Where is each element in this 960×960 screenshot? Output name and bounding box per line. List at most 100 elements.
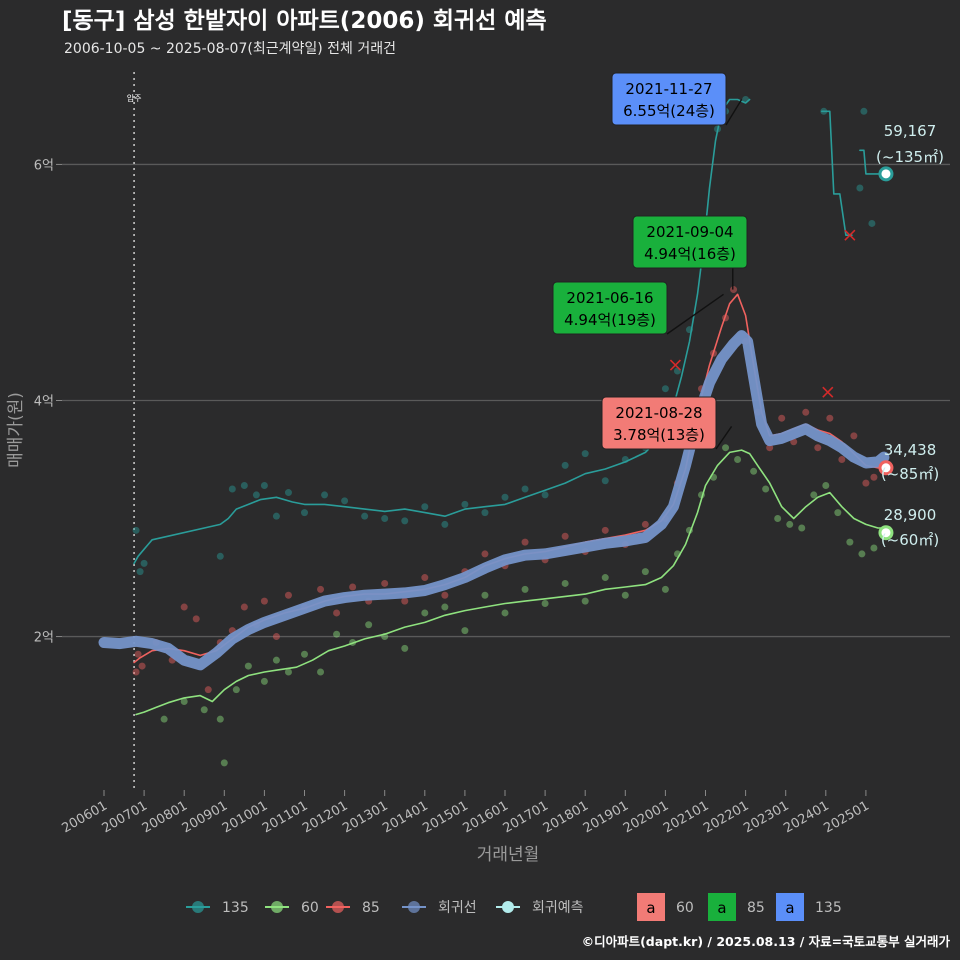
annotation-price: 4.94억(16층): [644, 245, 736, 263]
scatter-point-85: [521, 538, 529, 546]
scatter-point-135: [421, 503, 429, 511]
legend: 135 60 85 회귀선 회귀예측 a 60 a 85 a 135: [186, 893, 842, 921]
scatter-point-135: [541, 491, 549, 499]
annotation-connector: [725, 99, 743, 126]
scatter-point-60: [365, 621, 373, 629]
scatter-point-135: [601, 477, 609, 485]
scatter-point-135: [132, 526, 140, 534]
scatter-point-135: [284, 489, 292, 497]
scatter-point-85: [481, 550, 489, 558]
annotation-date: 2021-09-04: [646, 223, 733, 241]
end-value-label: 34,438: [884, 441, 937, 459]
scatter-point-135: [401, 517, 409, 525]
scatter-point-135: [301, 509, 309, 517]
scatter-point-135: [252, 491, 260, 499]
scatter-point-60: [501, 609, 509, 617]
scatter-point-60: [621, 591, 629, 599]
scatter-point-85: [421, 574, 429, 582]
scatter-point-60: [581, 597, 589, 605]
x-tick-label: 201501: [420, 798, 470, 836]
scatter-point-85: [826, 414, 834, 422]
y-tick-label: 4억: [34, 394, 54, 409]
scatter-point-135: [868, 219, 876, 227]
scatter-point-60: [160, 715, 168, 723]
scatter-point-85: [641, 520, 649, 528]
x-tick-label: 201001: [220, 798, 270, 836]
scatter-point-60: [200, 706, 208, 714]
x-tick-label: 202001: [621, 798, 671, 836]
scatter-point-60: [541, 600, 549, 608]
annotation-connector: [666, 293, 724, 335]
x-tick-label: 200601: [60, 798, 110, 836]
scatter-point-85: [870, 473, 878, 481]
scatter-point-85: [204, 686, 212, 694]
scatter-point-85: [260, 597, 268, 605]
legend-dot-swatch: [332, 901, 344, 913]
x-tick-label: 201801: [541, 798, 591, 836]
end-value-label: 28,900: [884, 506, 937, 524]
scatter-point-85: [778, 414, 786, 422]
scatter-point-60: [641, 568, 649, 576]
scatter-point-135: [136, 568, 144, 576]
series-line-60: [135, 449, 885, 716]
annotation-box: [611, 72, 727, 126]
scatter-point-60: [180, 697, 188, 705]
legend-fill-glyph: a: [646, 899, 655, 917]
x-axis-title: 거래년월: [477, 845, 540, 865]
scatter-point-135: [581, 450, 589, 458]
legend-label: 60: [301, 900, 319, 916]
scatter-point-60: [734, 456, 742, 464]
scatter-point-85: [132, 668, 140, 676]
y-axis-title: 매매가(원): [6, 392, 26, 468]
legend-fill-label: 60: [676, 900, 694, 916]
scatter-point-135: [321, 491, 329, 499]
x-tick-label: 201301: [340, 798, 390, 836]
series-line-회귀선: [98, 330, 890, 671]
scatter-point-85: [766, 444, 774, 452]
annotation-price: 3.78억(13층): [613, 426, 705, 444]
end-point-marker: [878, 525, 894, 541]
scatter-point-85: [240, 603, 248, 611]
scatter-point-135: [228, 485, 236, 493]
scatter-point-60: [333, 630, 341, 638]
legend-label: 회귀예측: [532, 900, 584, 916]
scatter-point-60: [661, 585, 669, 593]
annotation-box: [632, 215, 748, 269]
scatter-point-60: [284, 668, 292, 676]
scatter-point-60: [461, 627, 469, 635]
x-tick-label: 202201: [701, 798, 751, 836]
x-tick-label: 202401: [781, 798, 831, 836]
legend-fill-swatch: [776, 893, 804, 921]
scatter-point-85: [333, 609, 341, 617]
move-in-label: 입주: [127, 94, 142, 103]
scatter-point-60: [762, 485, 770, 493]
annotation-date: 2021-06-16: [566, 289, 653, 307]
scatter-point-135: [860, 107, 868, 115]
scatter-point-135: [260, 481, 268, 489]
scatter-point-135: [481, 509, 489, 517]
scatter-point-135: [361, 512, 369, 520]
cross-mark: [669, 359, 681, 371]
legend-dot-swatch: [408, 901, 420, 913]
scatter-point-60: [481, 591, 489, 599]
series-line-135-end: [859, 149, 885, 175]
end-point-marker: [878, 166, 894, 182]
scatter-point-60: [786, 520, 794, 528]
end-area-label: (~135㎡): [876, 148, 944, 166]
scatter-point-60: [441, 603, 449, 611]
x-tick-label: 201701: [501, 798, 551, 836]
cross-mark: [822, 386, 834, 398]
legend-dot-swatch: [502, 901, 514, 913]
x-tick-label: 200901: [180, 798, 230, 836]
scatter-point-60: [601, 574, 609, 582]
scatter-point-85: [838, 456, 846, 464]
scatter-point-135: [561, 461, 569, 469]
scatter-point-85: [349, 583, 357, 591]
chart-subtitle: 2006-10-05 ~ 2025-08-07(최근계약일) 전체 거래건: [64, 41, 396, 57]
scatter-point-85: [192, 615, 200, 623]
scatter-point-60: [301, 650, 309, 658]
x-tick-label: 202501: [821, 798, 871, 836]
end-point-marker: [878, 460, 894, 476]
scatter-point-85: [601, 526, 609, 534]
